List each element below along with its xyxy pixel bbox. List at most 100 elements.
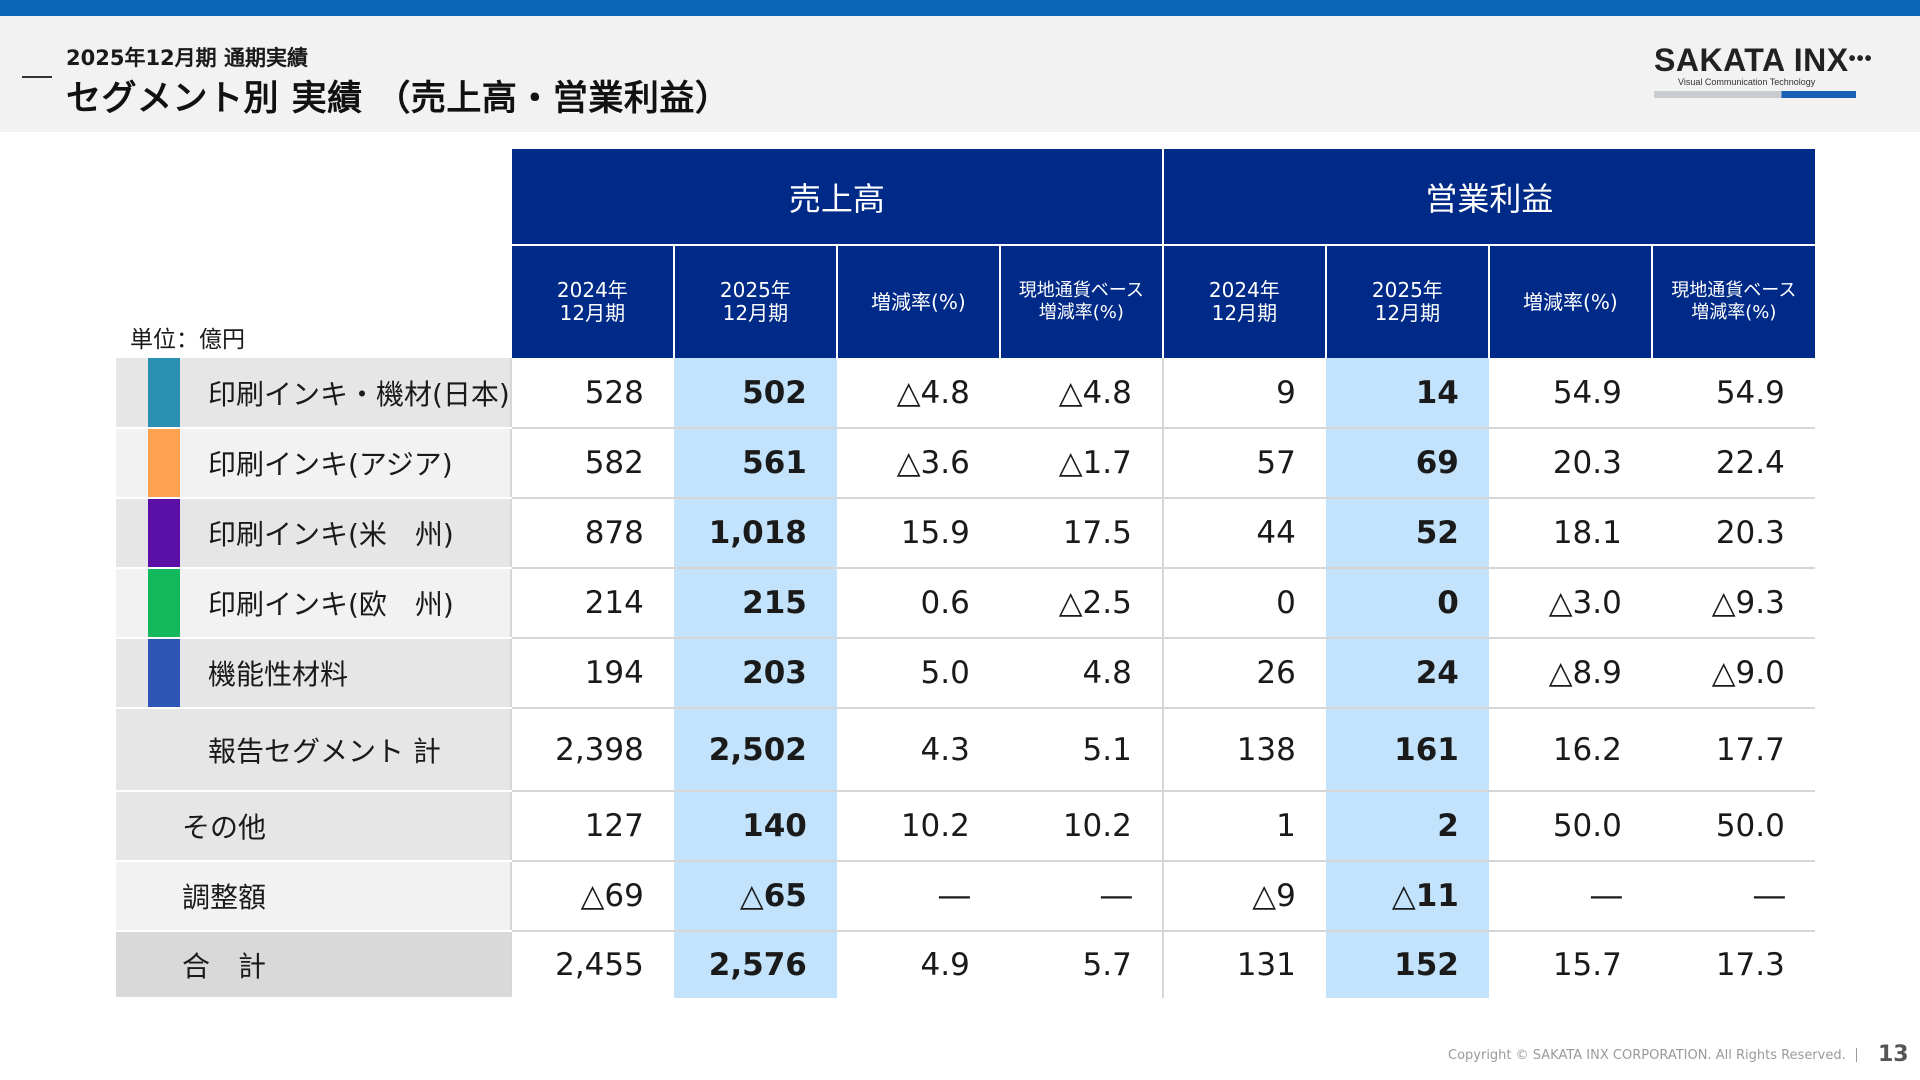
table-cell: 0 — [1325, 568, 1489, 639]
table-cell: ― — [1651, 861, 1815, 932]
table-cell: 57 — [1161, 428, 1326, 499]
table-cell: 26 — [1161, 638, 1326, 709]
table-cell: ― — [836, 861, 1000, 932]
table-cell: 52 — [1325, 498, 1489, 569]
table-cell: △4.8 — [999, 358, 1163, 429]
table-row: 報告セグメント 計 2,398 2,502 4.3 5.1 138 161 16.2 17.7 — [116, 708, 1815, 792]
logo-wordmark: SAKATA INX••• — [1654, 42, 1873, 78]
footer-divider — [1856, 1048, 1857, 1062]
row-label-cell: 印刷インキ(アジア) — [116, 428, 511, 499]
table-cell: 10.2 — [999, 791, 1163, 862]
table-cell: 17.5 — [999, 498, 1163, 569]
col-header-local-currency-rate: 現地通貨ベース 増減率(%) — [998, 244, 1163, 358]
slide-subtitle: 2025年12月期 通期実績 — [66, 46, 308, 70]
segment-results-table: 売上高 営業利益 2024年 12月期 2025年 12月期 増減率(%) 現地通貨… — [116, 149, 1815, 999]
row-label: 印刷インキ(欧 州) — [208, 588, 454, 621]
table-cell: 5.0 — [836, 638, 1000, 709]
table-cell: 528 — [509, 358, 674, 429]
table-cell: 14 — [1325, 358, 1489, 429]
row-label-cell: 印刷インキ・機材(日本) — [116, 358, 511, 429]
table-row: 合 計 2,455 2,576 4.9 5.7 131 152 15.7 17.3 — [116, 931, 1815, 999]
unit-label: 単位：億円 — [130, 327, 245, 353]
table-cell: ― — [1488, 861, 1652, 932]
table-cell: 161 — [1325, 708, 1489, 792]
col-header-2024: 2024年 12月期 — [1161, 244, 1326, 358]
row-label: 印刷インキ(アジア) — [208, 448, 453, 481]
table-cell: 17.7 — [1651, 708, 1815, 792]
table-row: 印刷インキ(欧 州) 214 215 0.6 △2.5 0 0 △3.0 △9.3 — [116, 568, 1815, 639]
table-cell: 1,018 — [673, 498, 837, 569]
row-label-cell: 報告セグメント 計 — [116, 708, 511, 792]
table-cell: 0.6 — [836, 568, 1000, 639]
table-cell: 54.9 — [1488, 358, 1652, 429]
row-label: その他 — [182, 811, 267, 844]
segment-color-swatch — [148, 499, 180, 567]
table-cell: △3.0 — [1488, 568, 1652, 639]
row-label: 印刷インキ(米 州) — [208, 518, 454, 551]
col-header-local-currency-rate: 現地通貨ベース 増減率(%) — [1650, 244, 1815, 358]
header-band — [0, 16, 1920, 132]
company-logo: SAKATA INX••• Visual Communication Techn… — [1654, 42, 1873, 104]
table-cell: 1 — [1161, 791, 1326, 862]
row-label-cell: 印刷インキ(米 州) — [116, 498, 511, 569]
row-label: 機能性材料 — [208, 658, 349, 691]
table-cell: △2.5 — [999, 568, 1163, 639]
table-cell: 215 — [673, 568, 837, 639]
row-label-cell: その他 — [116, 791, 511, 862]
table-cell: △69 — [509, 861, 674, 932]
table-cell: 15.9 — [836, 498, 1000, 569]
table-cell: 561 — [673, 428, 837, 499]
group-header-operating-profit: 営業利益 — [1161, 149, 1815, 245]
table-cell: 194 — [509, 638, 674, 709]
col-header-2025: 2025年 12月期 — [672, 244, 837, 358]
row-label-cell: 調整額 — [116, 861, 511, 932]
table-cell: 5.7 — [999, 931, 1163, 998]
row-label: 報告セグメント 計 — [208, 734, 441, 768]
table-cell: 69 — [1325, 428, 1489, 499]
table-cell: △3.6 — [836, 428, 1000, 499]
header-dash — [22, 76, 52, 78]
logo-underline-bar — [1654, 91, 1856, 98]
slide-title: セグメント別 実績 （売上高・営業利益） — [66, 79, 731, 119]
table-cell: 24 — [1325, 638, 1489, 709]
table-cell: 44 — [1161, 498, 1326, 569]
row-label: 印刷インキ・機材(日本) — [208, 377, 510, 411]
table-cell: 203 — [673, 638, 837, 709]
table-cell: 22.4 — [1651, 428, 1815, 499]
col-header-2024: 2024年 12月期 — [509, 244, 674, 358]
table-cell: 2,455 — [509, 931, 674, 998]
table-cell: 502 — [673, 358, 837, 429]
corner-blank — [116, 149, 511, 245]
row-label: 合 計 — [182, 949, 267, 983]
table-cell: 2,502 — [673, 708, 837, 792]
row-label-cell: 合 計 — [116, 931, 511, 999]
table-row: 機能性材料 194 203 5.0 4.8 26 24 △8.9 △9.0 — [116, 638, 1815, 709]
table-cell: 4.8 — [999, 638, 1163, 709]
row-label-cell: 機能性材料 — [116, 638, 511, 709]
table-cell: 878 — [509, 498, 674, 569]
col-header-2025: 2025年 12月期 — [1324, 244, 1489, 358]
logo-tagline: Visual Communication Technology — [1678, 77, 1816, 87]
table-cell: △1.7 — [999, 428, 1163, 499]
col-header-change-rate: 増減率(%) — [835, 244, 1000, 358]
table-cell: △9.3 — [1651, 568, 1815, 639]
table-cell: 5.1 — [999, 708, 1163, 792]
page-number: 13 — [1878, 1042, 1909, 1067]
table-row: 調整額 △69 △65 ― ― △9 △11 ― ― — [116, 861, 1815, 932]
table-cell: 15.7 — [1488, 931, 1652, 998]
table-cell: 138 — [1161, 708, 1326, 792]
row-label-cell: 印刷インキ(欧 州) — [116, 568, 511, 639]
table-cell: △8.9 — [1488, 638, 1652, 709]
copyright-text: Copyright © SAKATA INX CORPORATION. All … — [1448, 1048, 1846, 1063]
table-cell: 152 — [1325, 931, 1489, 998]
table-cell: △65 — [673, 861, 837, 932]
table-cell: 17.3 — [1651, 931, 1815, 998]
table-cell: △11 — [1325, 861, 1489, 932]
table-row: その他 127 140 10.2 10.2 1 2 50.0 50.0 — [116, 791, 1815, 862]
table-cell: 127 — [509, 791, 674, 862]
table-cell: 131 — [1161, 931, 1326, 998]
table-cell: 54.9 — [1651, 358, 1815, 429]
table-cell: 2,576 — [673, 931, 837, 998]
table-row: 印刷インキ(米 州) 878 1,018 15.9 17.5 44 52 18.1 20.3 — [116, 498, 1815, 569]
table-cell: 18.1 — [1488, 498, 1652, 569]
